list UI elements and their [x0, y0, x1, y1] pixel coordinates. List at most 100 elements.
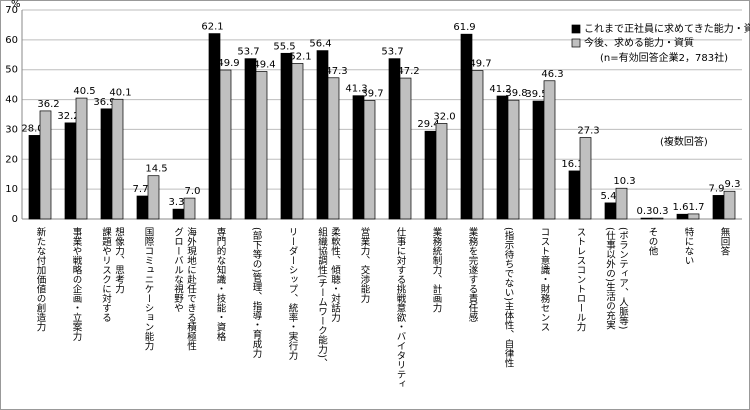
bar: [100, 108, 113, 220]
x-tick-label: リーダーシップ、統率・実行力: [287, 227, 299, 361]
x-tick-label: (ボランティア、人脈等): [617, 227, 629, 329]
bar: [604, 202, 617, 220]
value-label: 49.4: [253, 60, 275, 71]
x-tick-label: 課題やリスクに対する: [100, 226, 112, 322]
value-label: 36.9: [93, 97, 115, 108]
bar: [291, 63, 304, 220]
bar: [363, 100, 376, 220]
value-label: 52.1: [289, 51, 311, 62]
x-tick-label: ストレスコントロール力: [575, 227, 587, 332]
bar: [615, 187, 628, 220]
x-tick-label: その他: [647, 227, 659, 256]
bar: [543, 80, 556, 220]
x-tick-label: コスト意識・財務センス: [539, 227, 551, 332]
bar: [136, 195, 149, 220]
bar: [640, 217, 653, 220]
x-tick-label: 無回答: [719, 226, 731, 256]
y-unit: %: [11, 0, 21, 10]
value-label: 29.4: [417, 119, 439, 130]
value-label: 49.7: [469, 59, 491, 70]
y-tick-label: 10: [5, 184, 18, 195]
value-label: 53.7: [237, 47, 259, 58]
value-label: 10.3: [613, 176, 635, 187]
value-label: 7.7: [133, 184, 149, 195]
bar: [183, 197, 196, 220]
x-tick-label: 業務統制力、計画力: [431, 226, 443, 313]
x-tick-label: 新たな付加価値の創造力: [35, 226, 47, 332]
value-label: 39.5: [525, 89, 547, 100]
value-label: 1.7: [689, 202, 705, 213]
x-tick-label: 国際コミュニケーション能力: [143, 227, 155, 351]
bar: [687, 213, 700, 220]
bar: [111, 98, 124, 220]
legend-label: 今後、求める能力・資質: [584, 36, 694, 49]
bar: [388, 58, 401, 220]
value-label: 49.9: [217, 58, 239, 69]
x-tick-label: 営業力、交渉能力: [359, 226, 371, 304]
bar: [424, 130, 437, 220]
bar: [651, 217, 664, 220]
bar: [280, 52, 293, 220]
value-label: 46.3: [541, 69, 563, 80]
bar: [352, 95, 365, 220]
value-label: 0.3: [637, 206, 653, 217]
x-tick-label: 専門的な知識・技能・資格: [215, 226, 227, 342]
y-tick-label: 70: [5, 5, 18, 16]
value-label: 9.3: [725, 179, 741, 190]
bar: [219, 69, 232, 220]
bar: [327, 77, 340, 220]
value-label: 0.3: [653, 206, 669, 217]
bar: [75, 97, 88, 220]
value-label: 39.8: [505, 88, 527, 99]
bar: [172, 208, 185, 220]
bar: [147, 175, 160, 220]
x-tick-label: 組織協調性(チームワーク能力)、: [316, 226, 328, 367]
x-tick-label: (指示待ちでない)主体性、自律性: [503, 227, 515, 368]
value-label: 39.7: [361, 88, 383, 99]
value-label: 53.7: [381, 47, 403, 58]
value-label: 28.0: [21, 123, 43, 134]
y-tick-label: 40: [5, 95, 18, 106]
value-label: 40.1: [109, 87, 131, 98]
value-label: 36.2: [37, 99, 59, 110]
value-label: 61.9: [453, 22, 475, 33]
bar: [435, 123, 448, 220]
x-tick-label: 海外現地に赴任できる積極性: [185, 226, 197, 351]
bar: [28, 135, 41, 220]
x-tick-label: 柔軟性、傾聴・対話力: [329, 227, 341, 323]
value-label: 27.3: [577, 125, 599, 136]
value-label: 3.3: [169, 197, 185, 208]
value-label: 40.5: [73, 86, 95, 97]
bar: [255, 71, 268, 220]
value-label: 16.1: [561, 159, 583, 170]
value-label: 1.6: [673, 202, 689, 213]
bar: [399, 77, 412, 220]
value-label: 56.4: [309, 39, 331, 50]
x-tick-label: 業務を完遂する責任感: [467, 226, 479, 322]
bar: [723, 190, 736, 220]
bar: [64, 122, 77, 220]
x-tick-label: (部下等の)管理、指導・育成力: [251, 227, 263, 359]
legend-note: (n=有効回答企業2，783社): [600, 51, 728, 64]
bar: [507, 99, 520, 220]
bar: [39, 110, 52, 220]
legend-label: これまで正社員に求めてきた能力・資質: [584, 22, 750, 35]
bar: [712, 195, 725, 220]
value-label: 5.4: [601, 191, 617, 202]
y-tick-label: 20: [5, 154, 18, 165]
y-tick-label: 60: [5, 35, 18, 46]
value-label: 32.2: [57, 111, 79, 122]
value-label: 7.9: [709, 183, 725, 194]
x-tick-label: 特にない: [683, 226, 695, 265]
bar: [471, 70, 484, 220]
bar: [496, 95, 509, 220]
bar: [676, 213, 689, 220]
value-label: 55.5: [273, 41, 295, 52]
x-tick-label: 事業や戦略の企画・立案力: [71, 226, 83, 342]
y-tick-label: 0: [12, 214, 18, 225]
bar: [244, 58, 257, 220]
value-label: 41.2: [489, 84, 511, 95]
value-label: 7.0: [185, 186, 201, 197]
value-label: 62.1: [201, 22, 223, 33]
